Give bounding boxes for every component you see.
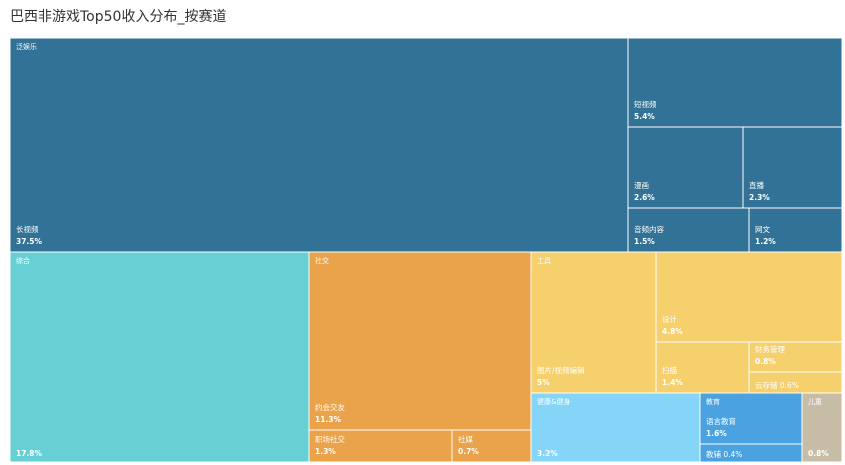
- treemap-cell[interactable]: [451, 429, 532, 463]
- cell-name: 职场社交: [315, 434, 345, 444]
- cell-value: 1.2%: [755, 237, 776, 246]
- group-label: 儿童: [808, 397, 822, 406]
- cell-label: 教辅 0.4%: [706, 449, 742, 459]
- treemap-cell[interactable]: [308, 251, 532, 431]
- cell-name: 漫画: [634, 180, 649, 190]
- group-label: 健康&健身: [537, 397, 570, 406]
- cell-value: 1.5%: [634, 237, 655, 246]
- treemap-cell[interactable]: [530, 251, 657, 394]
- treemap-cell[interactable]: [699, 392, 803, 445]
- treemap-group: 17.8% 综合: [9, 251, 310, 463]
- group-label: 综合: [16, 256, 30, 265]
- cell-value: 1.6%: [706, 429, 727, 438]
- cell-name: 财务管理: [755, 344, 785, 354]
- cell-value: 1.3%: [315, 447, 336, 456]
- treemap-cell[interactable]: [9, 251, 310, 463]
- cell-name: 设计: [662, 314, 677, 324]
- treemap-cell[interactable]: [655, 251, 843, 343]
- group-label: 工具: [537, 257, 551, 265]
- group-label: 教育: [706, 397, 720, 406]
- cell-name: 语言教育: [706, 416, 736, 426]
- treemap-group: 约会交友 11.3% 职场社交 1.3% 社媒 0.7% 社交: [308, 251, 532, 463]
- cell-name: 约会交友: [315, 402, 345, 412]
- cell-name: 扫描: [662, 365, 677, 375]
- cell-value: 5.4%: [634, 112, 655, 121]
- treemap-group: 图片/视频编辑 5% 设计 4.8% 扫描 1.4% 财务管理 0.8% 云存储 0.6% 工具: [530, 251, 843, 394]
- cell-value: 2.6%: [634, 193, 655, 202]
- cell-value: 11.3%: [315, 415, 342, 424]
- cell-name: 长视频: [16, 224, 39, 234]
- cell-value: 2.3%: [749, 193, 770, 202]
- cell-label: 云存储 0.6%: [755, 380, 799, 390]
- treemap-group: 长视频 37.5% 短视频 5.4% 漫画 2.6% 直播 2.3% 音频内容 1.5% 网文 1.2…: [9, 37, 843, 253]
- cell-name: 直播: [749, 180, 764, 190]
- cell-value: 0.8%: [808, 449, 829, 458]
- treemap-group: 3.2% 健康&健身: [530, 392, 701, 463]
- cell-value: 37.5%: [16, 237, 43, 246]
- cell-value: 3.2%: [537, 449, 558, 458]
- cell-value: 5%: [537, 378, 550, 387]
- treemap-cell[interactable]: [655, 341, 750, 394]
- cell-value: 4.8%: [662, 327, 683, 336]
- chart-title: 巴西非游戏Top50收入分布_按赛道: [10, 9, 227, 25]
- cell-value: 0.7%: [458, 447, 479, 456]
- treemap-cell[interactable]: [308, 429, 453, 463]
- treemap-cell[interactable]: [801, 392, 843, 463]
- cell-name: 网文: [755, 224, 770, 234]
- treemap-cell[interactable]: [9, 37, 629, 253]
- treemap-group: 语言教育 1.6% 教辅 0.4% 教育: [699, 392, 803, 463]
- treemap-cell[interactable]: [748, 207, 843, 253]
- cell-name: 图片/视频编辑: [537, 365, 585, 375]
- cell-name: 音频内容: [634, 224, 664, 234]
- group-label: 社交: [315, 256, 329, 265]
- cell-name: 短视频: [634, 99, 657, 109]
- group-label: 泛娱乐: [16, 42, 37, 51]
- cell-value: 17.8%: [16, 449, 43, 458]
- cell-name: 社媒: [458, 434, 473, 444]
- cell-value: 0.8%: [755, 357, 776, 366]
- treemap-cell[interactable]: [627, 37, 843, 128]
- cell-value: 1.4%: [662, 378, 683, 387]
- treemap-group: 0.8% 儿童: [801, 392, 843, 463]
- treemap-cell[interactable]: [530, 392, 701, 463]
